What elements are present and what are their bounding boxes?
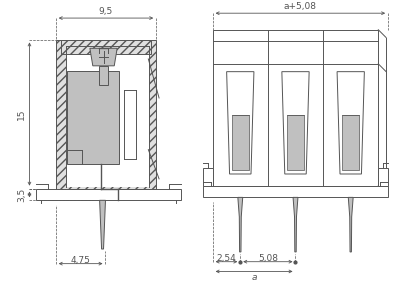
Bar xyxy=(203,186,388,197)
Polygon shape xyxy=(238,197,243,252)
Polygon shape xyxy=(227,72,254,174)
Text: 15: 15 xyxy=(17,108,26,120)
Text: 9,5: 9,5 xyxy=(99,7,113,16)
Polygon shape xyxy=(61,40,151,54)
Polygon shape xyxy=(100,200,106,249)
Bar xyxy=(378,168,388,186)
Polygon shape xyxy=(337,72,364,174)
Bar xyxy=(68,71,119,164)
Polygon shape xyxy=(90,48,117,66)
Text: 4,75: 4,75 xyxy=(71,256,90,265)
Bar xyxy=(342,115,360,170)
Bar xyxy=(36,188,180,200)
Bar xyxy=(203,168,213,186)
Text: a+5,08: a+5,08 xyxy=(284,2,317,11)
Polygon shape xyxy=(348,197,353,252)
Bar xyxy=(287,115,304,170)
Polygon shape xyxy=(282,72,309,174)
Polygon shape xyxy=(293,197,298,252)
Text: 2,54: 2,54 xyxy=(216,254,236,263)
Text: 5,08: 5,08 xyxy=(258,254,278,263)
Bar xyxy=(232,115,249,170)
Polygon shape xyxy=(66,46,149,187)
Polygon shape xyxy=(56,40,156,188)
Text: a: a xyxy=(251,273,257,282)
Bar xyxy=(213,30,378,186)
Text: 3,5: 3,5 xyxy=(17,187,26,201)
Bar xyxy=(99,66,108,85)
